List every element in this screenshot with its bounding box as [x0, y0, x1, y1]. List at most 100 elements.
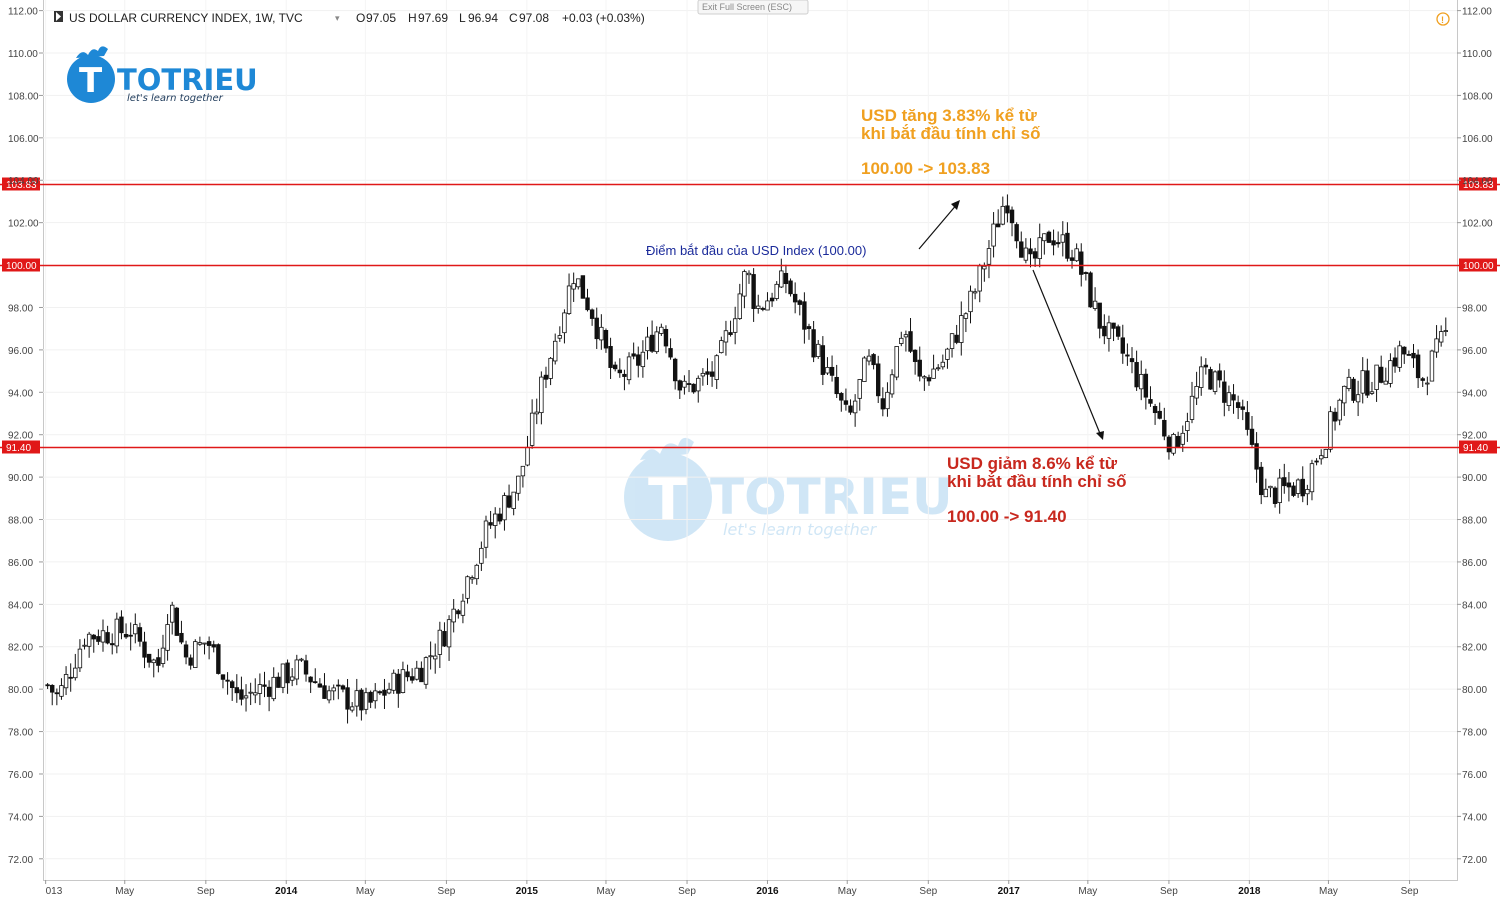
candle	[349, 702, 355, 713]
candle-body-down	[368, 691, 373, 703]
candle	[774, 281, 779, 301]
candle-body-down	[1065, 232, 1070, 259]
candle	[257, 673, 263, 706]
exit-fullscreen-button[interactable]: Exit Full Screen (ESC)	[697, 0, 809, 15]
candle	[142, 631, 147, 669]
y-tick-label-left: 80.00	[8, 685, 33, 696]
y-tick-label-right: 80.00	[1462, 685, 1487, 696]
candle	[409, 668, 415, 684]
annotation-arrows	[918, 200, 1104, 440]
candle-body-down	[543, 374, 549, 380]
candle	[1157, 402, 1162, 420]
candle	[442, 622, 447, 647]
candle	[571, 272, 576, 302]
warning-circle-icon[interactable]	[1436, 12, 1450, 26]
candle-body-up	[903, 334, 909, 338]
candle-body-down	[672, 358, 678, 382]
candle	[451, 599, 456, 633]
logo-name: TOTRIEU	[117, 63, 258, 97]
candle-body-down	[843, 400, 849, 405]
candle-body-down	[345, 687, 350, 710]
candle-body-up	[479, 547, 484, 564]
candle	[502, 492, 507, 531]
symbol-legend[interactable]: US DOLLAR CURRENCY INDEX, 1W, TVC ▾ O 97…	[54, 11, 645, 25]
candle-body-up	[363, 692, 369, 710]
candle-body-down	[636, 354, 641, 366]
candle	[1185, 412, 1190, 442]
candle	[1203, 358, 1209, 375]
chevron-down-icon[interactable]: ▾	[335, 13, 340, 23]
candle	[585, 288, 590, 312]
candle	[428, 641, 433, 670]
candle-body-up	[151, 659, 156, 664]
y-tick-label-left: 94.00	[8, 388, 33, 399]
candle	[225, 672, 230, 695]
candle-body-down	[1120, 337, 1125, 354]
candle-body-down	[1162, 419, 1167, 437]
candle-body-up	[253, 692, 258, 696]
y-tick-label-left: 76.00	[8, 770, 33, 781]
candle-body-up	[511, 491, 516, 509]
candle-body-down	[409, 676, 415, 681]
candle-body-down	[811, 329, 816, 358]
candle	[677, 379, 682, 399]
y-tick-label-right: 108.00	[1462, 91, 1493, 102]
levels-layer: 103.83 103.83 100.00 100.00 91.40 91.40	[0, 177, 1500, 454]
watermark-logo: T TOTRIEU let's learn together	[624, 437, 953, 541]
candle	[322, 673, 327, 699]
candle	[617, 358, 623, 378]
candle	[1429, 349, 1435, 382]
candle	[206, 636, 212, 660]
candle-body-down	[1083, 272, 1089, 274]
candle-body-down	[1019, 241, 1024, 258]
symbol-title[interactable]: US DOLLAR CURRENCY INDEX, 1W, TVC	[69, 11, 303, 25]
candle-body-up	[640, 351, 646, 368]
candle	[326, 685, 332, 704]
candle-body-up	[1171, 434, 1176, 454]
candle	[1383, 367, 1389, 385]
candle-body-down	[1272, 487, 1278, 504]
candle	[709, 361, 715, 387]
candle-body-up	[1434, 338, 1439, 353]
left-price-axis[interactable]: 112.00 110.00 108.00 106.00 104.00 102.00 98.0…	[8, 7, 43, 866]
candle	[391, 669, 396, 694]
candle	[239, 676, 244, 706]
candle	[63, 666, 69, 696]
candle-body-up	[1194, 386, 1199, 399]
y-tick-label-right: 102.00	[1462, 219, 1493, 230]
candle-body-up	[1139, 374, 1144, 390]
candle	[280, 663, 286, 694]
candle-body-down	[871, 354, 876, 366]
candle-body-up	[931, 368, 936, 379]
candle	[857, 378, 862, 411]
candle-body-down	[848, 405, 853, 413]
exit-fullscreen-label[interactable]: Exit Full Screen (ESC)	[702, 2, 792, 12]
candle-body-down	[1175, 435, 1181, 447]
candle	[179, 620, 184, 645]
candle-body-up	[1337, 399, 1342, 421]
up-arrow-head-icon	[951, 200, 960, 210]
candle-body-up	[696, 377, 701, 392]
candle	[599, 314, 604, 350]
candle	[483, 515, 489, 559]
exit-fullscreen-box[interactable]	[697, 0, 809, 15]
candle-body-down	[1203, 364, 1209, 368]
candle	[1199, 356, 1204, 396]
candle-body-up	[170, 604, 175, 623]
close-value: 97.08	[519, 11, 549, 25]
candle-body-up	[193, 641, 198, 668]
time-axis[interactable]: 013 May Sep 2014 May Sep 2015 May Sep 2016 May Sep 2…	[45, 880, 1419, 897]
candle-body-down	[603, 330, 609, 349]
candle-body-down	[91, 634, 96, 640]
candle	[562, 309, 567, 344]
candle-body-up	[852, 400, 858, 414]
right-price-axis[interactable]: 112.00 110.00 108.00 106.00 104.00 102.00 98.0…	[1457, 7, 1493, 866]
candle-body-down	[340, 685, 346, 690]
candle-body-up	[1425, 382, 1430, 385]
candle-body-down	[1134, 362, 1139, 388]
warning-icon[interactable]: !	[1436, 12, 1450, 26]
candle	[806, 323, 812, 340]
y-tick-label-left: 104.00	[8, 176, 39, 187]
